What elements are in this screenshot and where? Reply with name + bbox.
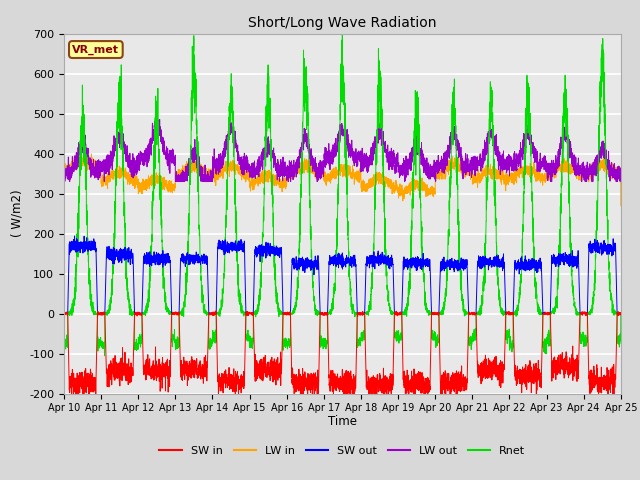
SW in bbox=[212, 308, 220, 314]
Rnet bbox=[468, 342, 476, 348]
SW out bbox=[60, 311, 68, 316]
LW out bbox=[161, 151, 168, 157]
LW in bbox=[499, 168, 507, 174]
Rnet bbox=[100, 353, 108, 359]
SW in bbox=[79, 399, 87, 405]
Line: LW out: LW out bbox=[64, 117, 621, 181]
LW in bbox=[467, 169, 475, 175]
Y-axis label: ( W/m2): ( W/m2) bbox=[11, 190, 24, 238]
LW out bbox=[468, 155, 476, 160]
LW out bbox=[152, 114, 160, 120]
SW out bbox=[71, 233, 79, 239]
X-axis label: Time: Time bbox=[328, 415, 357, 428]
LW out bbox=[60, 171, 68, 177]
LW in bbox=[617, 203, 625, 208]
LW out bbox=[436, 157, 444, 163]
Rnet bbox=[617, 311, 625, 316]
SW out bbox=[436, 259, 444, 265]
SW in bbox=[616, 310, 624, 315]
LW in bbox=[322, 179, 330, 184]
Line: SW out: SW out bbox=[64, 236, 621, 313]
Line: SW in: SW in bbox=[64, 311, 621, 402]
Line: Rnet: Rnet bbox=[64, 34, 621, 356]
Line: LW in: LW in bbox=[64, 154, 621, 205]
SW in bbox=[322, 311, 330, 317]
SW in bbox=[436, 397, 444, 403]
LW out bbox=[616, 165, 624, 171]
SW in bbox=[60, 312, 68, 318]
LW in bbox=[161, 174, 168, 180]
Legend: SW in, LW in, SW out, LW out, Rnet: SW in, LW in, SW out, LW out, Rnet bbox=[155, 441, 530, 460]
LW out bbox=[66, 179, 74, 184]
SW in bbox=[468, 311, 476, 316]
SW out bbox=[616, 311, 624, 316]
SW out bbox=[499, 259, 507, 265]
Rnet bbox=[60, 342, 68, 348]
SW out bbox=[617, 311, 625, 316]
Text: VR_met: VR_met bbox=[72, 44, 119, 55]
SW out bbox=[60, 311, 68, 316]
Rnet bbox=[322, 339, 330, 345]
LW out bbox=[499, 155, 507, 161]
SW out bbox=[161, 254, 168, 260]
Title: Short/Long Wave Radiation: Short/Long Wave Radiation bbox=[248, 16, 436, 30]
Rnet bbox=[499, 310, 507, 315]
LW out bbox=[617, 179, 625, 184]
Rnet bbox=[161, 284, 168, 290]
LW in bbox=[436, 172, 444, 178]
LW in bbox=[616, 165, 624, 171]
Rnet bbox=[436, 310, 444, 315]
Rnet bbox=[616, 336, 624, 341]
Rnet bbox=[339, 31, 346, 36]
SW in bbox=[617, 311, 625, 316]
SW in bbox=[499, 377, 507, 383]
LW in bbox=[60, 162, 68, 168]
LW out bbox=[322, 163, 330, 168]
LW in bbox=[81, 151, 89, 156]
SW out bbox=[468, 311, 476, 316]
SW out bbox=[322, 311, 330, 316]
SW in bbox=[161, 369, 168, 375]
